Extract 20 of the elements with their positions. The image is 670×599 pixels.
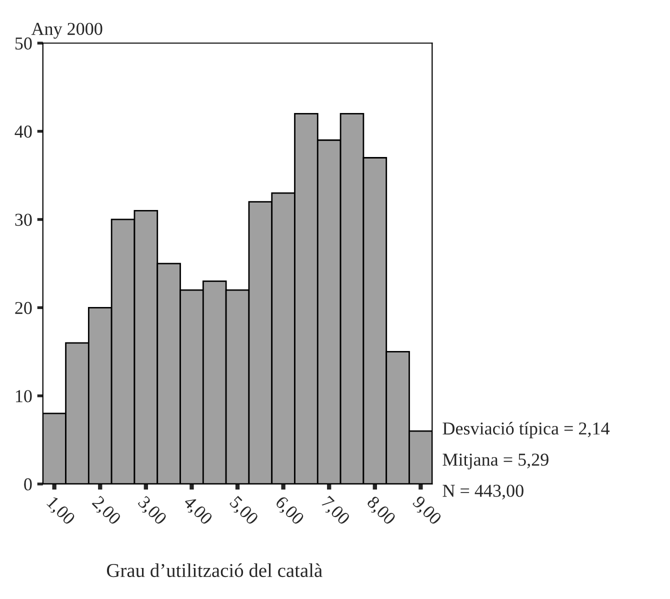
x-tick-label: 7,00 [319,496,351,528]
y-tick-label: 0 [24,478,32,490]
x-tick-label: 3,00 [136,495,168,528]
x-tick-label: 8,00 [364,495,396,528]
x-tick-label: 6,00 [273,495,305,528]
text: N = 443,00 [442,484,524,500]
y-tick-label: 10 [16,390,32,402]
x-tick-label: 2,00 [90,495,122,528]
x-tick-label: 1,00 [44,496,76,528]
y-tick-label: 50 [15,37,32,50]
y-tick-label: 40 [14,126,32,138]
x-tick-label: 4,00 [181,495,214,528]
y-axis-title: Any 2000 [31,22,102,39]
y-tick-label: 30 [15,214,32,226]
x-tick-label: 5,00 [227,496,259,528]
y-tick-label: 20 [15,302,32,314]
text: Desviació típica = 2,14 [442,422,610,438]
x-tick-label: 9,00 [410,495,442,528]
x-axis-title: Grau d’utilització del català [106,563,322,578]
text: Mitjana = 5,29 [442,454,548,470]
